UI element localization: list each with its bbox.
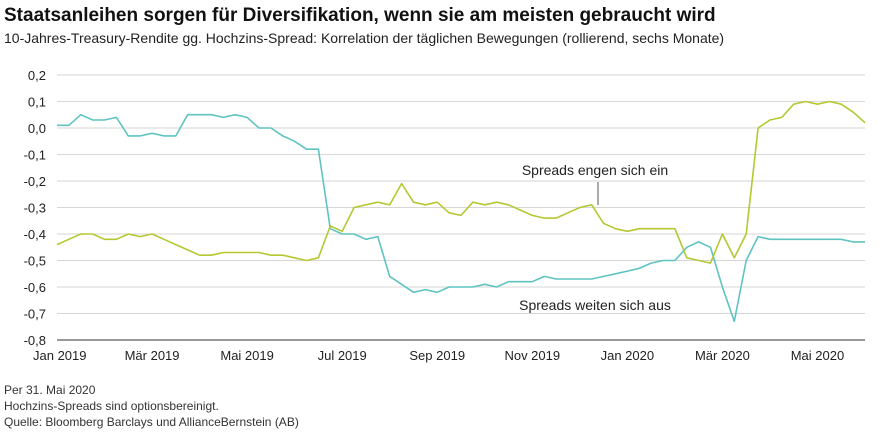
y-tick-label: -0,5 [24, 254, 46, 269]
note: Quelle: Bloomberg Barclays und AllianceB… [4, 415, 299, 429]
annotation: Spreads engen sich ein [522, 162, 668, 178]
note: Per 31. Mai 2020 [4, 383, 96, 397]
chart-title: Staatsanleihen sorgen für Diversifikatio… [4, 5, 716, 26]
x-tick-label: Jan 2020 [601, 348, 655, 363]
x-tick-label: Sep 2019 [409, 348, 465, 363]
note: Hochzins-Spreads sind optionsbereinigt. [4, 399, 219, 413]
x-tick-label: Mai 2020 [791, 348, 844, 363]
line-series [57, 113, 865, 323]
annotation: Spreads weiten sich aus [519, 297, 671, 313]
x-tick-label: Mai 2019 [220, 348, 273, 363]
y-tick-label: 0,1 [28, 95, 46, 110]
chart-subtitle: 10-Jahres-Treasury-Rendite gg. Hochzins-… [4, 30, 724, 46]
x-tick-label: Mär 2019 [125, 348, 180, 363]
y-tick-label: -0,2 [24, 174, 46, 189]
plot [56, 100, 866, 323]
y-tick-label: -0,8 [24, 333, 46, 348]
grid [57, 74, 865, 314]
x-tick-label: Jan 2019 [33, 348, 87, 363]
y-tick-label: -0,7 [24, 307, 46, 322]
y-tick-label: -0,1 [24, 148, 46, 163]
y-tick-label: 0,2 [28, 68, 46, 83]
y-tick-label: -0,4 [24, 227, 46, 242]
x-tick-label: Mär 2020 [695, 348, 750, 363]
x-tick-label: Nov 2019 [504, 348, 560, 363]
x-tick-label: Jul 2019 [318, 348, 367, 363]
y-tick-label: 0,0 [28, 121, 46, 136]
line-series [56, 100, 866, 264]
y-tick-label: -0,3 [24, 201, 46, 216]
y-tick-label: -0,6 [24, 280, 46, 295]
